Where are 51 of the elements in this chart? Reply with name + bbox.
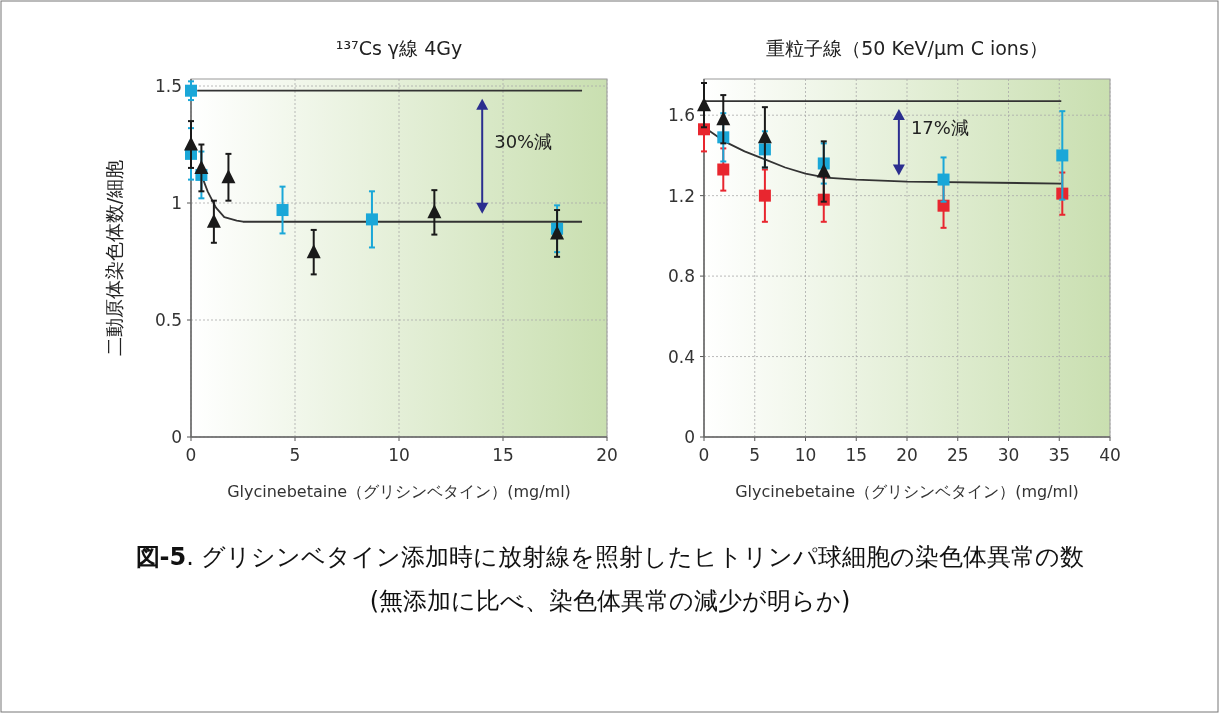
- x-tick-label: 15: [492, 445, 514, 465]
- x-tick-label: 0: [185, 445, 197, 465]
- x-tick-label: 35: [1048, 445, 1071, 465]
- point: [1056, 149, 1069, 162]
- point: [697, 97, 711, 112]
- x-tick-label: 15: [845, 445, 868, 465]
- x-tick-label: 5: [289, 445, 301, 465]
- point: [185, 84, 197, 97]
- point: [550, 225, 565, 240]
- x-tick-label: 40: [1099, 445, 1121, 465]
- x-tick-label: 25: [946, 445, 969, 465]
- point: [306, 244, 321, 259]
- y-tick-label: 1.6: [667, 105, 695, 126]
- point: [758, 189, 771, 202]
- point: [276, 204, 289, 217]
- annotation: 17%減: [910, 117, 969, 139]
- point: [194, 159, 209, 174]
- y-tick-label: 0.4: [667, 346, 695, 367]
- y-tick-label: 1.2: [667, 185, 695, 206]
- x-tick-label: 10: [794, 445, 817, 465]
- x-axis-title: Glycinebetaine（グリシンベタイン）(mg/ml): [227, 482, 571, 501]
- point: [757, 129, 772, 144]
- point: [937, 199, 950, 212]
- point: [221, 169, 236, 184]
- y-tick-label: 1: [171, 193, 182, 214]
- point: [184, 136, 198, 151]
- y-axis-title: 二動原体染色体数/細胞: [103, 159, 125, 357]
- y-tick-label: 0: [684, 427, 695, 447]
- x-axis-title: Glycinebetaine（グリシンベタイン）(mg/ml): [735, 482, 1079, 501]
- text: 図-5. グリシンベタイン添加時に放射線を照射したヒトリンパ球細胞の染色体異常の数: [135, 543, 1085, 571]
- annotation: 30%減: [494, 131, 553, 153]
- x-tick-label: 30: [997, 445, 1020, 465]
- point: [427, 204, 442, 219]
- x-tick-label: 0: [698, 445, 710, 465]
- point: [365, 213, 378, 226]
- chart-title: ¹³⁷Cs γ線 4Gy: [335, 37, 463, 59]
- point: [206, 213, 221, 228]
- chart-title: 重粒子線（50 KeV/μm C ions）: [766, 37, 1048, 59]
- point: [816, 163, 831, 178]
- x-tick-label: 5: [749, 445, 761, 465]
- point: [937, 173, 950, 186]
- text: (無添加に比べ、染色体異常の減少が明らか): [369, 587, 851, 615]
- point: [716, 111, 731, 126]
- x-tick-label: 20: [896, 445, 918, 465]
- point: [717, 163, 730, 176]
- y-tick-label: 0.5: [154, 310, 182, 331]
- x-tick-label: 10: [388, 445, 410, 465]
- y-tick-label: 0.8: [667, 266, 695, 287]
- x-tick-label: 20: [596, 445, 618, 465]
- y-tick-label: 0: [171, 427, 182, 447]
- y-tick-label: 1.5: [154, 76, 182, 97]
